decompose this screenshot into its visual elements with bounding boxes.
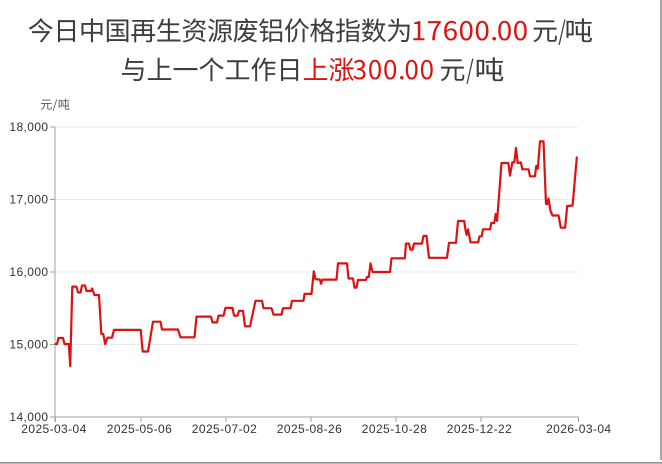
svg-text:2026-03-04: 2026-03-04 <box>546 422 611 436</box>
svg-text:2025-12-22: 2025-12-22 <box>447 422 512 436</box>
svg-text:2025-07-02: 2025-07-02 <box>192 422 257 436</box>
svg-text:18,000: 18,000 <box>9 120 48 134</box>
svg-text:15,000: 15,000 <box>9 338 48 352</box>
svg-text:2025-03-04: 2025-03-04 <box>21 422 86 436</box>
svg-text:2025-05-06: 2025-05-06 <box>107 422 172 436</box>
svg-text:16,000: 16,000 <box>9 265 48 279</box>
svg-text:2025-10-28: 2025-10-28 <box>362 422 427 436</box>
svg-text:2025-08-26: 2025-08-26 <box>277 422 342 436</box>
svg-text:17,000: 17,000 <box>9 193 48 207</box>
svg-text:14,000: 14,000 <box>9 410 48 424</box>
